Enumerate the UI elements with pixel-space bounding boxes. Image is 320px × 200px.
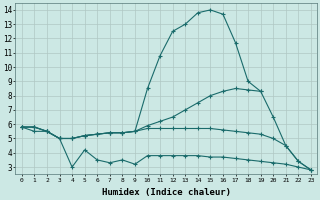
X-axis label: Humidex (Indice chaleur): Humidex (Indice chaleur) — [102, 188, 231, 197]
